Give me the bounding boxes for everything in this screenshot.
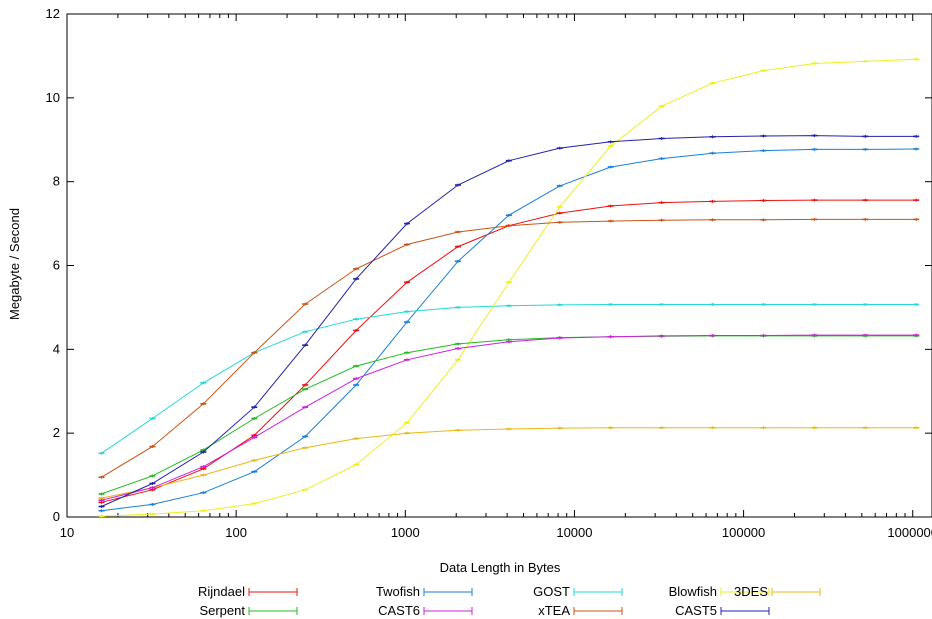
series-line-serpent [101,335,917,495]
series-line-rijndael [101,199,917,503]
y-tick-label: 6 [53,258,60,273]
legend-label-blowfish: Blowfish [669,584,717,599]
x-tick-label: 100000 [722,525,765,540]
x-axis-label: Data Length in Bytes [440,560,561,575]
y-tick-label: 0 [53,509,60,524]
x-tick-label: 10 [60,525,74,540]
series-line-xtea [101,218,917,478]
x-tick-label: 100 [225,525,247,540]
legend: Rijndael Twofish GOST Blowfish 3DES Serpent CA… [198,584,821,618]
legend-label-cast6: CAST6 [378,603,420,618]
legend-label-gost: GOST [533,584,570,599]
y-tick-label: 12 [46,6,60,21]
series-line-3des [101,427,917,499]
series-line-twofish [101,148,917,512]
series-line-gost [101,304,917,454]
y-tick-label: 2 [53,425,60,440]
x-tick-label: 10000 [556,525,592,540]
axes: 0 2 4 6 8 10 12 10 100 1000 10000 100000 1000000 [46,6,932,540]
x-tick-label: 1000000 [887,525,932,540]
series-line-cast6 [101,334,917,501]
x-tick-label: 1000 [391,525,420,540]
plot-frame [66,13,932,518]
y-tick-label: 10 [46,90,60,105]
legend-label-twofish: Twofish [376,584,420,599]
series-layer [98,57,920,518]
y-tick-label: 8 [53,174,60,189]
y-tick-label: 4 [53,341,60,356]
y-axis-label: Megabyte / Second [7,208,22,320]
legend-label-3des: 3DES [734,584,768,599]
series-line-cast5 [101,135,917,507]
legend-label-xtea: xTEA [538,603,570,618]
legend-label-serpent: Serpent [199,603,245,618]
legend-label-cast5: CAST5 [675,603,717,618]
series-line-blowfish [101,58,917,517]
legend-label-rijndael: Rijndael [198,584,245,599]
